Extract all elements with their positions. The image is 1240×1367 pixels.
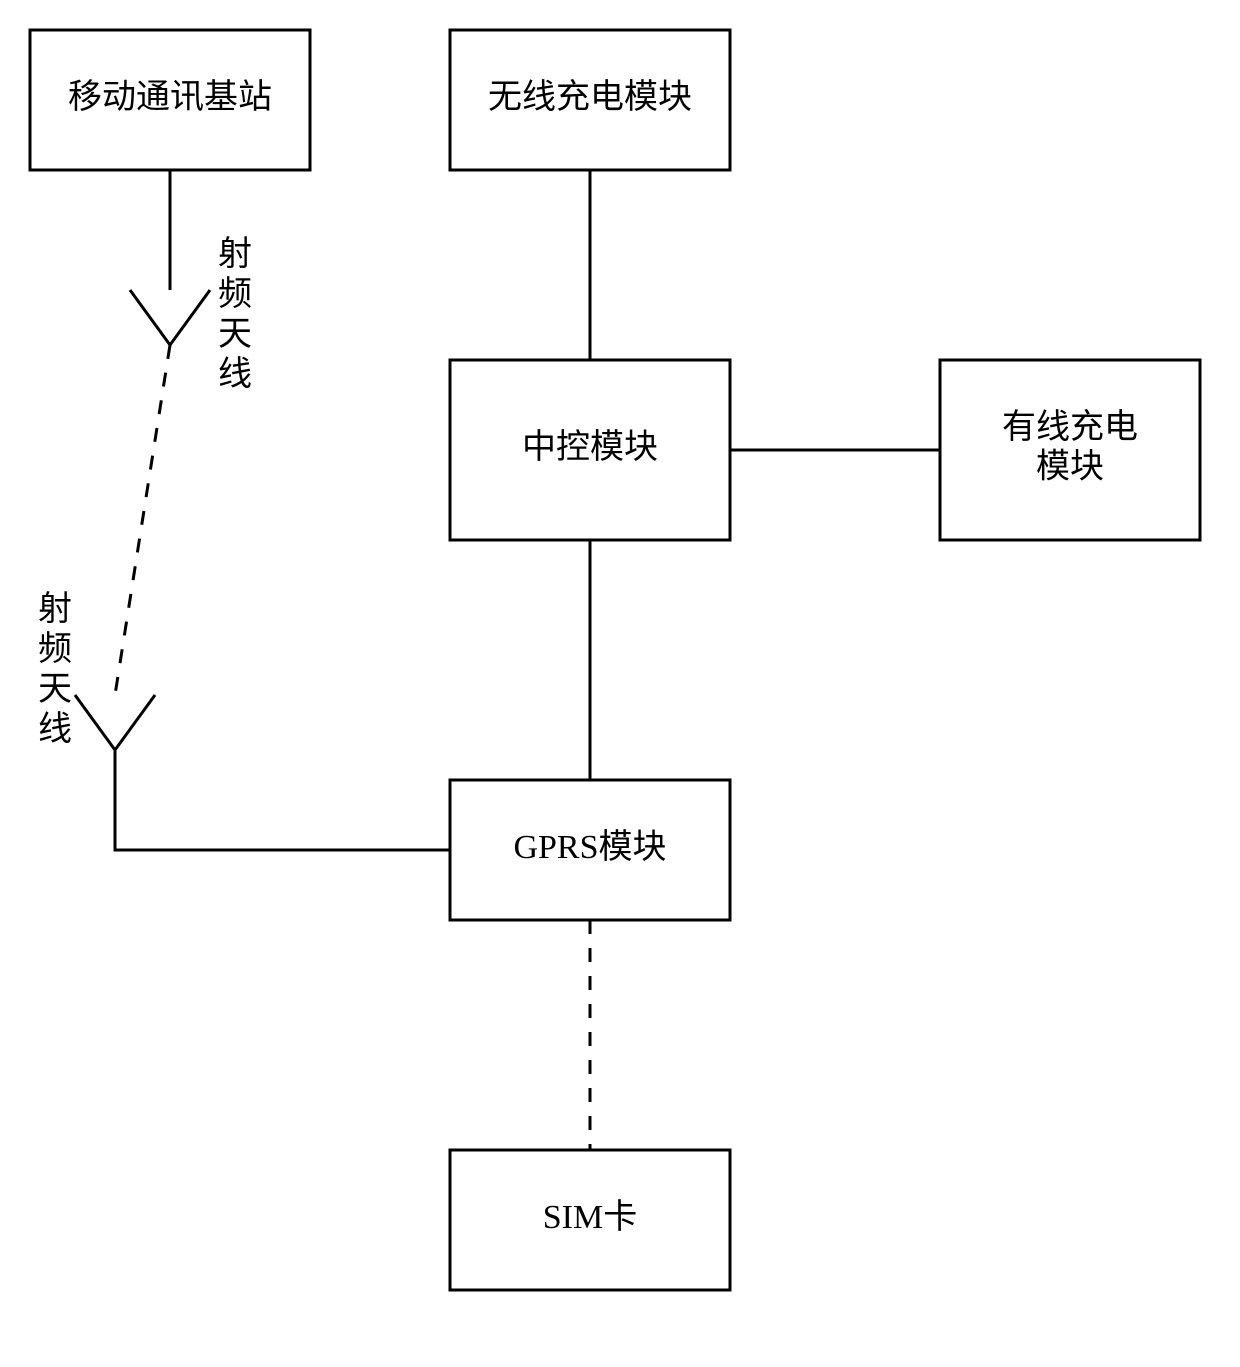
node-wired_charge-label-line-1: 模块 [1036,447,1104,485]
rf-antenna-vlabel-0-char-0: 射 [218,235,252,273]
rf-antenna-vlabel-1-char-1: 频 [38,630,72,668]
antenna1-symbol [130,290,210,345]
rf-antenna-vlabel-0-char-1: 频 [218,275,252,313]
node-base_station-label: 移动通讯基站 [68,78,272,116]
rf-antenna-vlabel-0-char-3: 线 [218,355,252,393]
node-sim-label: SIM卡 [543,1198,637,1236]
node-central-label: 中控模块 [522,428,658,466]
edge-gprs-antenna2_base [115,750,450,850]
rf-antenna-vlabel-1-char-3: 线 [38,710,72,748]
rf-antenna-vlabel-0-char-2: 天 [218,316,252,353]
rf-link-dashed [115,345,170,695]
rf-antenna-vlabel-1-char-0: 射 [38,590,72,628]
node-wired_charge-label-line-0: 有线充电 [1002,408,1138,446]
antenna2-symbol [75,695,155,750]
node-gprs-label: GPRS模块 [513,828,666,866]
node-wireless_charge-label: 无线充电模块 [488,78,692,116]
rf-antenna-vlabel-1-char-2: 天 [38,671,72,708]
